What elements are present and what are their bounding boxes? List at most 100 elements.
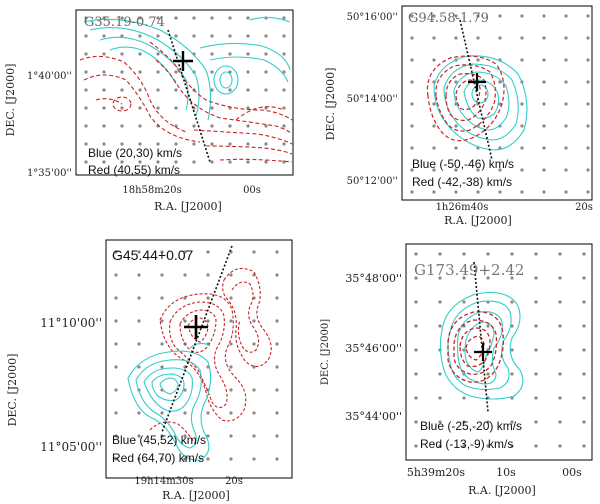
panel-g173-grid-dot [534, 444, 538, 448]
panel-g35-source-name: G35.19-0.74 [84, 15, 165, 30]
panel-g45-grid-dot [114, 273, 118, 277]
panel-g94-grid-dot [586, 14, 590, 18]
panel-g35-grid-dot [138, 16, 142, 20]
panel-g45: G45.44+0.07 Blue (45,52) km/s Red (64,70… [6, 239, 293, 502]
panel-g35-grid-dot [138, 160, 142, 164]
panel-g173-grid-dot [534, 252, 538, 256]
panel-g94-grid-dot [542, 58, 546, 62]
panel-g45-grid-dot [183, 250, 187, 254]
panel-g35-grid-dot [120, 34, 124, 38]
panel-g45-grid-dot [114, 411, 118, 415]
panel-g94-grid-dot [520, 36, 524, 40]
panel-g94-grid-dot [476, 58, 480, 62]
panel-g173-grid-dot [486, 444, 490, 448]
panel-g94-grid-dot [498, 168, 502, 172]
panel-g35-grid-dot [84, 88, 88, 92]
panel-g173-grid-dot [558, 324, 562, 328]
panel-g35-ytick-1: 1°40'00'' [27, 71, 72, 82]
panel-g45-grid-dot [114, 250, 118, 254]
panel-g45-grid-dot [160, 342, 164, 346]
panel-g35-grid-dot [174, 88, 178, 92]
panel-g173-grid-dot [534, 276, 538, 280]
panel-g35-grid-dot [192, 142, 196, 146]
panel-g94-grid-dot [542, 36, 546, 40]
panel-g45-grid-dot [229, 388, 233, 392]
panel-g35-grid-dot [84, 124, 88, 128]
panel-g45-grid-dot [229, 365, 233, 369]
panel-g45-grid-dot [160, 296, 164, 300]
panel-g94-grid-dot [586, 146, 590, 150]
panel-g35-grid-dot [84, 160, 88, 164]
panel-g94-grid-dot [454, 168, 458, 172]
panel-g173-grid-dot [438, 444, 442, 448]
panel-g173-grid-dot [558, 300, 562, 304]
panel-g35-grid-dot [138, 124, 142, 128]
panel-g173-grid-dot [558, 396, 562, 400]
panel-g94-grid-dot [476, 190, 480, 194]
panel-g35-ytick-2: 1°35'00'' [27, 168, 72, 179]
panel-g35-grid-dot [192, 34, 196, 38]
panel-g35-grid-dot [102, 106, 106, 110]
panel-g94-grid-dot [498, 80, 502, 84]
panel-g45-grid-dot [275, 365, 279, 369]
panel-g173-grid-dot [534, 348, 538, 352]
panel-g35-grid-dot [174, 34, 178, 38]
panel-g35-grid-dot [246, 106, 250, 110]
panel-g45-grid-dot [252, 457, 256, 461]
panel-g35-grid-dot [84, 106, 88, 110]
panel-g94-grid-dot [520, 102, 524, 106]
panel-g94-grid-dot [520, 146, 524, 150]
panel-g94-ytick-2: 50°14'00'' [347, 94, 398, 105]
panel-g173-xtick-3: 00s [562, 466, 582, 479]
panel-g173-blue-label: Blue (-25,-20) km/s [420, 419, 522, 433]
panel-g35-grid-dot [282, 52, 286, 56]
panel-g94-grid-dot [498, 14, 502, 18]
panel-g173-grid-dot [510, 444, 514, 448]
panel-g45-grid-dot [183, 273, 187, 277]
panel-g45-grid-dot [114, 365, 118, 369]
panel-g35-grid-dot [210, 88, 214, 92]
panel-g45-grid-dot [183, 365, 187, 369]
panel-g45-ytick-2: 11°05'00'' [40, 440, 102, 454]
panel-g173-ytick-3: 35°44'00'' [345, 410, 402, 423]
panel-g45-xtick-2: 20s [225, 476, 243, 487]
panel-g173-grid-dot [486, 252, 490, 256]
panel-g45-grid-dot [206, 273, 210, 277]
panel-g35-grid-dot [138, 88, 142, 92]
panel-g45-blue-label: Blue (45,52) km/s [112, 433, 206, 447]
panel-g45-grid-dot [275, 296, 279, 300]
panel-g45-grid-dot [275, 388, 279, 392]
panel-g35-outflow-axis [167, 29, 211, 163]
panel-g35-grid-dot [282, 106, 286, 110]
panel-g94-grid-dot [432, 14, 436, 18]
panel-g45-outflow-axis [161, 245, 233, 433]
panel-g94-grid-dot [432, 58, 436, 62]
panel-g173-grid-dot [558, 372, 562, 376]
panel-g94-grid-dot [410, 14, 414, 18]
panel-g94-grid-dot [476, 14, 480, 18]
panel-g45-grid-dot [252, 388, 256, 392]
panel-g45-grid-dot [229, 434, 233, 438]
panel-g35-blue-contours [83, 16, 291, 121]
panel-g173-outflow-axis [473, 261, 489, 413]
panel-g35-grid-dot [156, 70, 160, 74]
panel-g94-grid [410, 14, 590, 194]
panel-g45-grid-dot [114, 434, 118, 438]
panel-g45-grid-dot [137, 365, 141, 369]
panel-g35-grid-dot [84, 16, 88, 20]
panel-g45-grid-dot [137, 273, 141, 277]
panel-g45-grid-dot [160, 434, 164, 438]
panel-g173-grid-dot [510, 300, 514, 304]
panel-g45-grid-dot [137, 250, 141, 254]
panel-g94-grid-dot [454, 190, 458, 194]
panel-g173-grid-dot [582, 300, 586, 304]
panel-g173-grid-dot [582, 444, 586, 448]
panel-g45-grid-dot [114, 296, 118, 300]
panel-g35-grid-dot [210, 106, 214, 110]
panel-g35-grid-dot [228, 16, 232, 20]
panel-g94-source-name: G94.58-1.79 [408, 11, 489, 26]
panel-g35-grid-dot [156, 160, 160, 164]
panel-g45-source-name: G45.44+0.07 [112, 247, 194, 263]
panel-g35-grid-dot [102, 16, 106, 20]
panel-g35-grid-dot [192, 124, 196, 128]
